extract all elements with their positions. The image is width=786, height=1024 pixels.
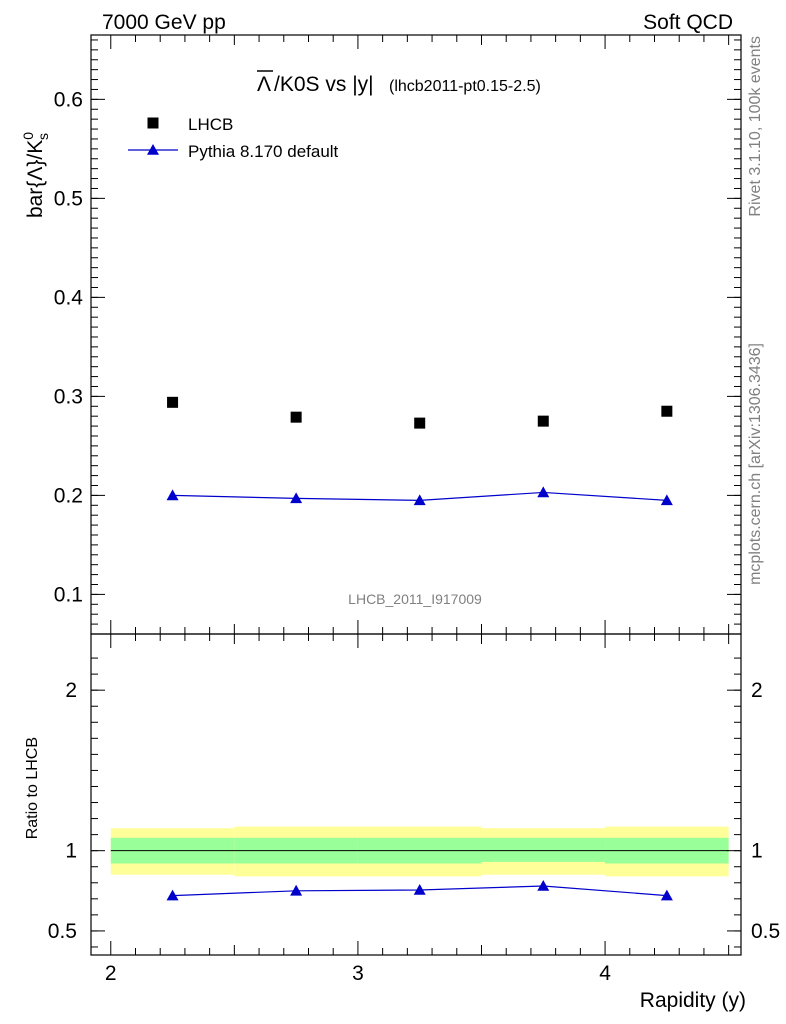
triangle-marker <box>166 889 179 901</box>
ratio-y-tick-label: 2 <box>65 679 77 702</box>
ratio-frame <box>90 633 742 956</box>
ratio-ylabel: Ratio to LHCB <box>24 737 41 839</box>
y-tick-label: 0.6 <box>54 88 83 111</box>
ratio-y-tick-label-right: 0.5 <box>751 920 780 943</box>
y-tick-label: 0.3 <box>54 385 83 408</box>
y-tick-label: 0.4 <box>54 286 84 309</box>
ratio-y-tick-label: 0.5 <box>48 920 77 943</box>
watermark: LHCB_2011_I917009 <box>348 591 482 607</box>
uncertainty-band-green <box>481 837 606 862</box>
side-rivet-label: Rivet 3.1.10, 100k events <box>747 36 764 217</box>
data-point <box>537 415 549 427</box>
triangle-marker <box>537 879 550 891</box>
header-left: 7000 GeV pp <box>102 11 226 34</box>
triangle-marker <box>290 884 303 896</box>
triangle-marker <box>147 144 159 155</box>
header-right: Soft QCD <box>643 11 733 34</box>
data-point <box>414 417 426 429</box>
triangle-marker <box>413 494 426 506</box>
y-tick-label: 0.5 <box>54 187 83 210</box>
data-point <box>167 396 179 408</box>
legend-label-lhcb: LHCB <box>188 115 233 134</box>
x-tick-label: 3 <box>352 962 364 985</box>
ratio-y-tick-label: 1 <box>65 840 77 863</box>
main-ylabel: bar{Λ}/K0s <box>20 132 51 218</box>
legend-label-pythia: Pythia 8.170 default <box>188 142 339 161</box>
ratio-y-tick-label-right: 2 <box>751 679 763 702</box>
triangle-marker <box>413 883 426 895</box>
x-tick-label: 2 <box>105 962 117 985</box>
y-tick-label: 0.2 <box>54 484 83 507</box>
side-mcplots-label: mcplots.cern.ch [arXiv:1306.3436] <box>747 343 764 585</box>
ratio-y-tick-label-right: 1 <box>751 840 763 863</box>
triangle-marker <box>660 889 673 901</box>
triangle-marker <box>290 492 303 504</box>
x-axis-label: Rapidity (y) <box>640 989 746 1012</box>
ratio-plot-area: 2 3 4 0.5 0.5 1 1 2 2 <box>48 633 780 985</box>
triangle-marker <box>537 486 550 498</box>
main-plot-area: 0.1 0.2 0.3 0.4 0.5 0.6 LHCB Pythia 8.170 defau… <box>54 34 742 635</box>
data-point <box>147 117 159 129</box>
triangle-marker <box>660 494 673 506</box>
y-tick-label: 0.1 <box>54 583 83 606</box>
title-main: /K0S vs |y| <box>274 73 374 96</box>
title-tag: (lhcb2011-pt0.15-2.5) <box>389 78 541 95</box>
x-tick-label: 4 <box>599 962 611 985</box>
triangle-marker <box>166 489 179 501</box>
legend: LHCB Pythia 8.170 default <box>128 115 339 161</box>
data-point <box>290 411 302 423</box>
data-point <box>661 405 673 417</box>
title-bar-symbol: Λ <box>257 73 271 96</box>
